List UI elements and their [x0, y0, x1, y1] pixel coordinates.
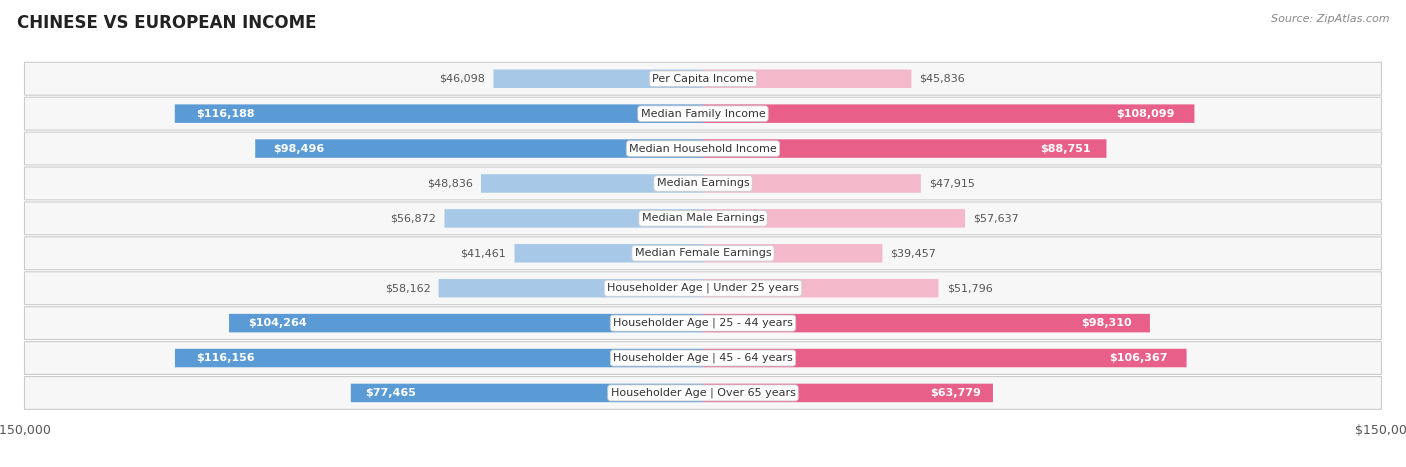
Text: Median Male Earnings: Median Male Earnings [641, 213, 765, 223]
FancyBboxPatch shape [24, 62, 1382, 95]
FancyBboxPatch shape [444, 209, 703, 227]
FancyBboxPatch shape [24, 272, 1382, 304]
Text: Source: ZipAtlas.com: Source: ZipAtlas.com [1271, 14, 1389, 24]
FancyBboxPatch shape [229, 314, 703, 333]
FancyBboxPatch shape [24, 376, 1382, 410]
FancyBboxPatch shape [439, 279, 703, 297]
Text: Householder Age | Under 25 years: Householder Age | Under 25 years [607, 283, 799, 293]
Text: $39,457: $39,457 [890, 248, 936, 258]
Text: $116,156: $116,156 [195, 353, 254, 363]
Text: $56,872: $56,872 [391, 213, 436, 223]
Text: $77,465: $77,465 [366, 388, 416, 398]
Text: $47,915: $47,915 [929, 178, 974, 189]
FancyBboxPatch shape [703, 70, 911, 88]
Text: Per Capita Income: Per Capita Income [652, 74, 754, 84]
FancyBboxPatch shape [703, 384, 993, 402]
FancyBboxPatch shape [703, 174, 921, 193]
FancyBboxPatch shape [24, 202, 1382, 235]
FancyBboxPatch shape [174, 105, 703, 123]
FancyBboxPatch shape [352, 384, 703, 402]
FancyBboxPatch shape [494, 70, 703, 88]
FancyBboxPatch shape [703, 105, 1195, 123]
Text: $108,099: $108,099 [1116, 109, 1175, 119]
Text: $116,188: $116,188 [195, 109, 254, 119]
FancyBboxPatch shape [24, 307, 1382, 340]
Text: $48,836: $48,836 [427, 178, 472, 189]
Text: Median Household Income: Median Household Income [628, 143, 778, 154]
FancyBboxPatch shape [703, 349, 1187, 367]
Text: $51,796: $51,796 [946, 283, 993, 293]
Text: $104,264: $104,264 [247, 318, 307, 328]
Text: CHINESE VS EUROPEAN INCOME: CHINESE VS EUROPEAN INCOME [17, 14, 316, 32]
FancyBboxPatch shape [703, 279, 938, 297]
Text: $46,098: $46,098 [440, 74, 485, 84]
FancyBboxPatch shape [703, 209, 965, 227]
FancyBboxPatch shape [515, 244, 703, 262]
FancyBboxPatch shape [24, 342, 1382, 375]
FancyBboxPatch shape [24, 237, 1382, 270]
Text: Median Family Income: Median Family Income [641, 109, 765, 119]
Text: $57,637: $57,637 [973, 213, 1019, 223]
FancyBboxPatch shape [703, 244, 883, 262]
Text: $98,496: $98,496 [273, 143, 325, 154]
FancyBboxPatch shape [256, 139, 703, 158]
Text: $58,162: $58,162 [385, 283, 430, 293]
FancyBboxPatch shape [703, 139, 1107, 158]
Text: Householder Age | Over 65 years: Householder Age | Over 65 years [610, 388, 796, 398]
Legend: Chinese, European: Chinese, European [613, 466, 793, 467]
FancyBboxPatch shape [24, 167, 1382, 200]
Text: $41,461: $41,461 [461, 248, 506, 258]
Text: Median Female Earnings: Median Female Earnings [634, 248, 772, 258]
FancyBboxPatch shape [24, 97, 1382, 130]
Text: $106,367: $106,367 [1109, 353, 1167, 363]
Text: $45,836: $45,836 [920, 74, 966, 84]
FancyBboxPatch shape [481, 174, 703, 193]
Text: $98,310: $98,310 [1081, 318, 1132, 328]
Text: $63,779: $63,779 [931, 388, 981, 398]
FancyBboxPatch shape [703, 314, 1150, 333]
Text: Householder Age | 25 - 44 years: Householder Age | 25 - 44 years [613, 318, 793, 328]
FancyBboxPatch shape [174, 349, 703, 367]
Text: Median Earnings: Median Earnings [657, 178, 749, 189]
Text: $88,751: $88,751 [1039, 143, 1090, 154]
FancyBboxPatch shape [24, 132, 1382, 165]
Text: Householder Age | 45 - 64 years: Householder Age | 45 - 64 years [613, 353, 793, 363]
